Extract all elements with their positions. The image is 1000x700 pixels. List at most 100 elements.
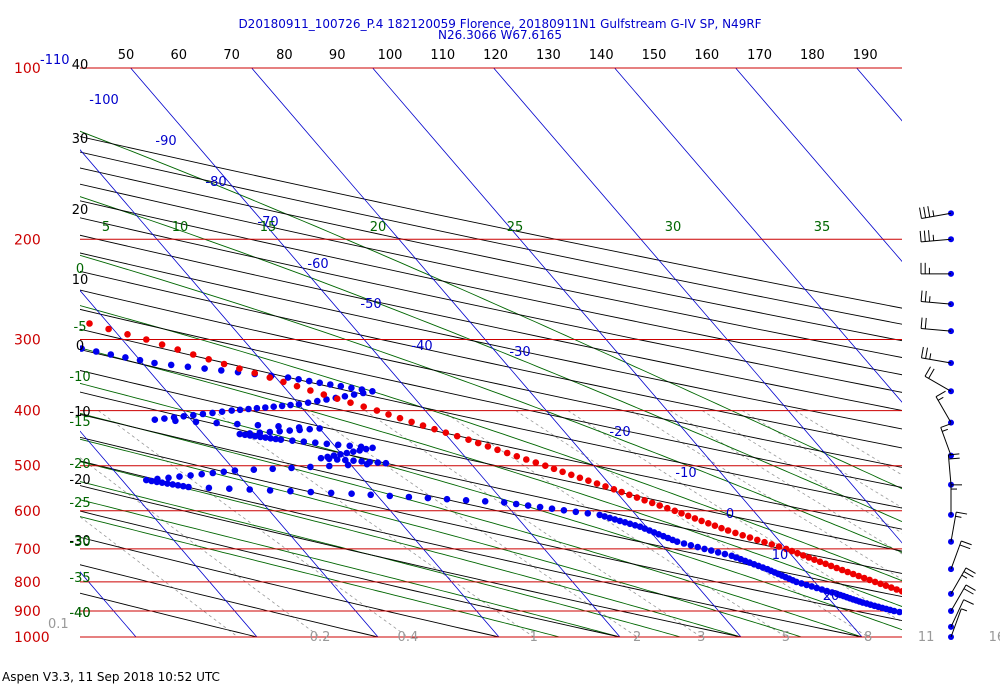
- dewpoint-point: [524, 502, 532, 509]
- dewpoint-point: [161, 415, 168, 422]
- wind-barb-flag: [963, 599, 974, 605]
- temperature-point: [220, 360, 228, 368]
- dewpoint-point: [269, 465, 277, 473]
- temperature-point: [333, 395, 341, 403]
- temperature-point: [641, 497, 648, 504]
- wind-barb-shaft: [921, 327, 952, 332]
- dewpoint-point: [728, 552, 735, 560]
- isotherm-label: 10: [772, 548, 789, 563]
- temperature-point: [981, 613, 988, 620]
- wind-barb-shaft: [950, 540, 962, 570]
- moist-adiabat: [80, 347, 902, 607]
- dewpoint-point: [823, 587, 831, 595]
- dewpoint-point: [254, 421, 262, 429]
- dewpoint-point: [158, 479, 166, 487]
- dewpoint-point: [231, 467, 239, 474]
- top-axis-label: 130: [536, 48, 561, 63]
- axis-labels: 0.10.20.41235811162024304010020030040050…: [14, 48, 1000, 646]
- dewpoint-point: [143, 476, 150, 484]
- temperature-point: [849, 570, 857, 578]
- left-scale-label: 40: [72, 58, 89, 73]
- dewpoint-point: [251, 432, 259, 440]
- temperature-point: [474, 439, 482, 447]
- wind-barb-flag: [955, 515, 962, 518]
- dewpoint-point: [981, 625, 988, 632]
- dewpoint-point: [92, 348, 100, 355]
- dewpoint-point: [327, 381, 334, 388]
- temperature-point: [893, 586, 900, 593]
- dewpoint-point: [572, 508, 580, 516]
- dewpoint-point: [923, 614, 930, 621]
- moist-adiabat: [80, 130, 902, 490]
- dewpoint-point: [366, 458, 374, 466]
- dewpoint-point: [316, 379, 324, 387]
- dewpoint-point: [341, 393, 349, 400]
- isotherm-label: -80: [205, 175, 226, 190]
- dewpoint-point: [49, 339, 56, 346]
- temperature-point: [678, 510, 685, 517]
- wind-barb-flag: [928, 296, 931, 303]
- isotherm: [80, 289, 379, 638]
- isotherm: [493, 68, 902, 544]
- dewpoint-point: [187, 472, 194, 479]
- temperature-point: [705, 520, 712, 527]
- dewpoint-point: [164, 480, 171, 487]
- wind-barb-flag: [925, 347, 928, 359]
- dewpoint-point: [701, 545, 708, 553]
- temperature-point: [888, 584, 895, 591]
- top-axis-label: 60: [171, 48, 188, 63]
- dewpoint-point: [818, 586, 826, 593]
- dewpoint-point: [185, 483, 192, 491]
- temperature-point: [966, 609, 973, 616]
- temperature-point: [143, 336, 150, 343]
- mixing-ratio-label: 0.1: [48, 617, 69, 632]
- dry-adiabat: [80, 252, 902, 430]
- temperature-point: [724, 527, 732, 534]
- mixing-ratio-label: 2: [633, 630, 641, 645]
- moist-adiabat: [80, 499, 621, 638]
- dry-adiabat: [80, 564, 379, 638]
- temperature-point: [550, 465, 558, 473]
- wind-barb-flag: [963, 588, 974, 595]
- pressure-label: 100: [14, 61, 41, 77]
- moist-adiabat-label: 30: [665, 220, 682, 235]
- temperature-point: [28, 303, 35, 310]
- dry-adiabat: [80, 536, 500, 638]
- left-scale-label: 10: [72, 273, 89, 288]
- isotherm-label: -90: [155, 134, 176, 149]
- isotherm: [614, 68, 902, 403]
- isotherm: [80, 430, 258, 638]
- pressure-label: 600: [14, 504, 41, 520]
- top-axis-label: 150: [642, 48, 667, 63]
- pressure-label: 700: [14, 542, 41, 558]
- temperature-point: [373, 407, 381, 414]
- dewpoint-point: [636, 523, 644, 530]
- dry-adiabat: [80, 349, 902, 530]
- temperature-point: [838, 566, 846, 574]
- dewpoint-point: [278, 402, 286, 410]
- temperature-point: [593, 480, 601, 487]
- mixing-ratio-label: 11: [918, 630, 935, 645]
- dewpoint-point: [284, 374, 292, 381]
- dewpoint-point: [330, 452, 338, 459]
- dewpoint-point: [833, 590, 841, 598]
- dewpoint-point: [151, 359, 158, 367]
- dewpoint-point: [154, 475, 161, 483]
- temperature-point: [431, 425, 438, 433]
- temperature-point: [442, 429, 450, 437]
- dewpoint-point: [348, 384, 355, 392]
- dry-adiabat: [80, 328, 902, 509]
- temperature-point: [739, 532, 746, 539]
- top-axis-label: 80: [276, 48, 293, 63]
- temperature-point: [86, 320, 93, 327]
- wind-barb-flag: [948, 457, 960, 460]
- dewpoint-point: [500, 499, 508, 506]
- pressure-label: 800: [14, 575, 41, 591]
- dewpoint-point: [266, 428, 274, 436]
- temperature-point: [732, 529, 739, 537]
- dewpoint-point: [424, 494, 432, 502]
- dewpoint-point: [314, 397, 321, 405]
- temperature-point: [618, 488, 625, 496]
- dewpoint-point: [358, 386, 366, 393]
- dewpoint-point: [226, 485, 233, 493]
